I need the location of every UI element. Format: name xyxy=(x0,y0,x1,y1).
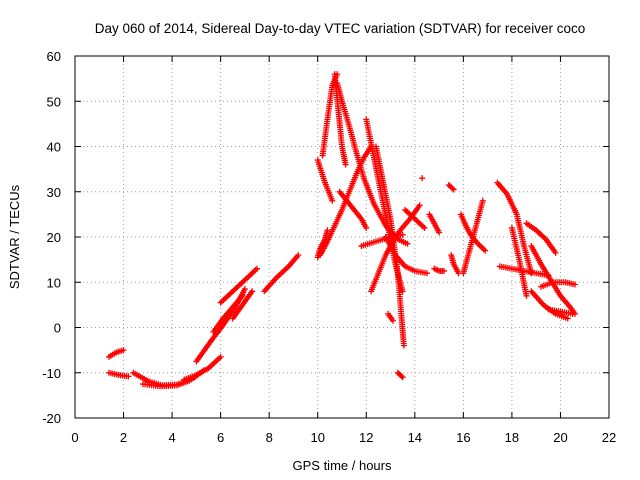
series-arc-16 xyxy=(314,157,336,204)
data-point xyxy=(399,374,406,381)
x-tick-label: 18 xyxy=(505,430,519,445)
series-arc-30 xyxy=(448,252,462,277)
data-point xyxy=(572,281,579,288)
series-arc-17 xyxy=(336,188,370,231)
x-tick-label: 0 xyxy=(71,430,78,445)
series-arc-39 xyxy=(538,279,579,290)
series-arc-04 xyxy=(139,377,193,390)
series-arc-31 xyxy=(457,211,489,254)
x-tick-label: 2 xyxy=(120,430,127,445)
x-tick-label: 10 xyxy=(310,430,324,445)
series-arc-05 xyxy=(181,353,224,383)
data-point xyxy=(239,292,246,299)
y-tick-label: 60 xyxy=(47,49,61,64)
series-arc-10 xyxy=(261,252,302,295)
data-point xyxy=(479,197,486,204)
x-tick-label: 6 xyxy=(217,430,224,445)
series-arc-24 xyxy=(358,231,406,250)
data-point xyxy=(449,185,456,192)
x-tick-label: 8 xyxy=(266,430,273,445)
series-arc-15 xyxy=(331,71,349,168)
data-point xyxy=(363,224,370,231)
data-point xyxy=(398,373,405,380)
y-tick-label: 10 xyxy=(47,275,61,290)
data-point xyxy=(120,347,127,354)
y-tick-label: 20 xyxy=(47,230,61,245)
series-arc-28 xyxy=(431,265,447,274)
series-arc-23 xyxy=(394,369,406,381)
series-arc-18 xyxy=(363,116,406,295)
series-arc-19 xyxy=(372,143,407,349)
series-arc-21 xyxy=(382,234,430,277)
series-arc-29 xyxy=(445,181,457,193)
data-point xyxy=(400,342,407,349)
grid xyxy=(75,56,609,418)
series-arc-27 xyxy=(426,211,443,236)
series-arc-01 xyxy=(105,347,127,360)
data-point xyxy=(329,197,336,204)
data-point xyxy=(436,229,443,236)
data-point xyxy=(249,288,256,295)
series-arc-02 xyxy=(105,369,132,380)
series-arc-34 xyxy=(508,224,530,299)
data-point xyxy=(241,286,248,293)
data-point xyxy=(399,231,406,238)
series-arc-32 xyxy=(460,197,486,277)
series-arc-38 xyxy=(528,288,571,322)
y-tick-label: 30 xyxy=(47,185,61,200)
x-tick-label: 4 xyxy=(168,430,175,445)
data-point xyxy=(399,288,406,295)
x-tick-label: 12 xyxy=(359,430,373,445)
x-tick-label: 22 xyxy=(602,430,616,445)
data-point xyxy=(342,161,349,168)
data-point xyxy=(450,186,457,193)
y-tick-label: -10 xyxy=(42,366,61,381)
data-point xyxy=(569,310,576,317)
data-point xyxy=(295,252,302,259)
data-point xyxy=(389,317,396,324)
data-point xyxy=(419,175,426,182)
data-point xyxy=(324,227,331,234)
x-tick-label: 14 xyxy=(408,430,422,445)
chart-title: Day 060 of 2014, Sidereal Day-to-day VTE… xyxy=(95,21,585,36)
data-point xyxy=(564,315,571,322)
series-arc-08 xyxy=(217,265,261,306)
series-arc-07 xyxy=(210,292,246,336)
data-point xyxy=(423,270,430,277)
series-arc-25 xyxy=(402,206,428,231)
y-tick-label: 0 xyxy=(54,321,61,336)
data-point xyxy=(552,249,559,256)
data-point xyxy=(440,267,447,274)
series-arc-33 xyxy=(494,179,535,277)
series-arc-22 xyxy=(385,310,396,324)
data-point xyxy=(217,353,224,360)
data-point xyxy=(404,240,411,247)
data-points xyxy=(105,71,579,390)
y-tick-label: -20 xyxy=(42,411,61,426)
y-axis-title: SDTVAR / TECUs xyxy=(7,184,22,289)
series-arc-36 xyxy=(523,220,559,256)
data-point xyxy=(125,373,132,380)
series-arc-40 xyxy=(545,306,576,317)
series-arc-26 xyxy=(419,175,426,182)
series-arc-09 xyxy=(229,288,256,322)
x-tick-label: 16 xyxy=(456,430,470,445)
data-point xyxy=(482,247,489,254)
x-axis-title: GPS time / hours xyxy=(293,458,392,473)
axis-ticks: 0 2 4 6 8 10 12 14 16 18 20 22 -20 -10 0 10 20 30 40 50 60 xyxy=(42,49,616,445)
x-tick-label: 20 xyxy=(553,430,567,445)
data-point xyxy=(523,292,530,299)
y-tick-label: 50 xyxy=(47,94,61,109)
data-point xyxy=(421,224,428,231)
data-point xyxy=(416,202,423,209)
y-tick-label: 40 xyxy=(47,140,61,155)
data-point xyxy=(254,265,261,272)
